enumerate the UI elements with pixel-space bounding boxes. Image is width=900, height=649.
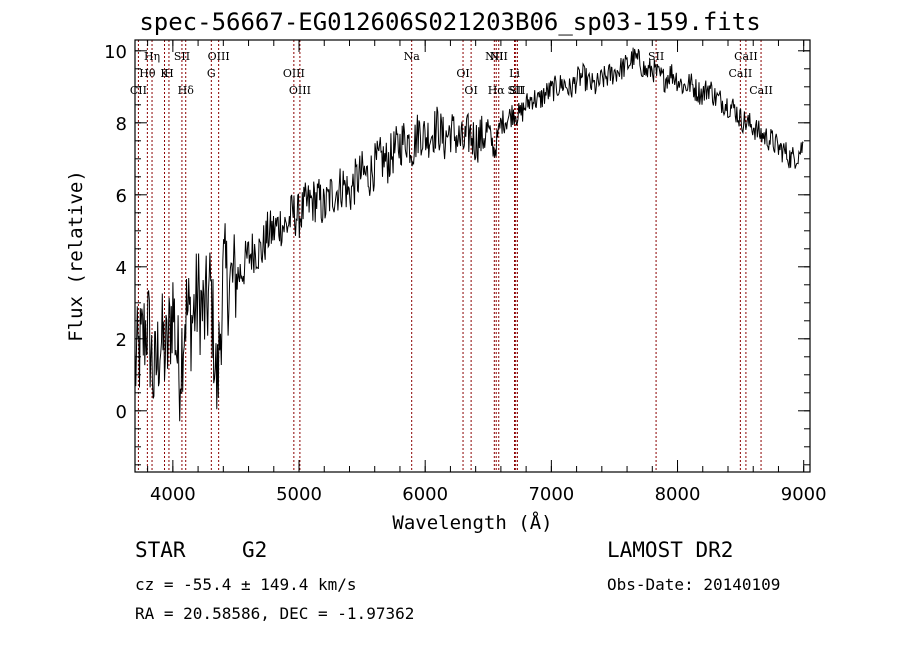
line-label: Hα	[488, 84, 506, 97]
x-tick-label: 6000	[402, 484, 448, 505]
star-class: STAR	[135, 538, 186, 562]
x-tick-label: 4000	[150, 484, 196, 505]
x-tick-label: 7000	[528, 484, 574, 505]
line-label: SII	[509, 84, 525, 97]
y-axis-ticks: 0 2 4 6 8 10	[104, 42, 810, 466]
spectral-line-markers	[137, 40, 762, 472]
line-label: SII	[174, 50, 190, 63]
coordinates: RA = 20.58586, DEC = -1.97362	[135, 604, 415, 623]
y-tick-label: 4	[116, 258, 127, 279]
x-axis-ticks: 4000 5000 6000 7000 8000 9000	[147, 40, 827, 505]
line-label: NII	[485, 50, 503, 63]
y-tick-label: 8	[116, 114, 127, 135]
y-axis-label: Flux (relative)	[65, 170, 87, 342]
line-label: Li	[509, 67, 520, 80]
y-tick-label: 6	[116, 186, 127, 207]
line-label: G	[207, 67, 216, 80]
line-label: OIII	[289, 84, 311, 97]
y-tick-label: 0	[116, 402, 127, 423]
star-subclass: G2	[242, 538, 268, 562]
x-axis-label: Wavelength (Å)	[392, 511, 552, 534]
line-label: H	[164, 67, 174, 80]
x-tick-label: 9000	[781, 484, 827, 505]
y-tick-label: 2	[116, 330, 127, 351]
line-label: OIII	[283, 67, 305, 80]
survey-name: LAMOST DR2	[607, 538, 734, 562]
line-label: OI	[464, 84, 477, 97]
y-tick-label: 10	[104, 42, 127, 63]
line-label: K	[160, 67, 169, 80]
line-label: SII	[508, 84, 524, 97]
line-label: OI	[456, 67, 469, 80]
x-tick-label: 8000	[655, 484, 701, 505]
line-label: Hη	[144, 50, 160, 63]
chart-title: spec-56667-EG012606S021203B06_sp03-159.f…	[139, 8, 761, 36]
line-label: CII	[130, 84, 147, 97]
redshift-velocity: cz = -55.4 ± 149.4 km/s	[135, 575, 357, 594]
line-label: SII	[648, 50, 664, 63]
line-label: CaII	[729, 67, 753, 80]
line-label: Hθ	[139, 67, 156, 80]
observation-date: Obs-Date: 20140109	[607, 575, 781, 594]
line-label: NII	[490, 50, 508, 63]
spectrum-line	[134, 47, 804, 422]
line-label: OIII	[208, 50, 230, 63]
plot-frame	[134, 39, 811, 473]
line-label: CaII	[749, 84, 773, 97]
line-label: CaII	[734, 50, 758, 63]
line-label: Hδ	[178, 84, 195, 97]
line-label: Na	[404, 50, 421, 63]
x-tick-label: 5000	[276, 484, 322, 505]
